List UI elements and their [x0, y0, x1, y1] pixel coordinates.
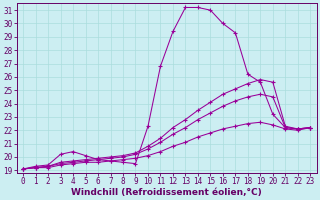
X-axis label: Windchill (Refroidissement éolien,°C): Windchill (Refroidissement éolien,°C): [71, 188, 262, 197]
